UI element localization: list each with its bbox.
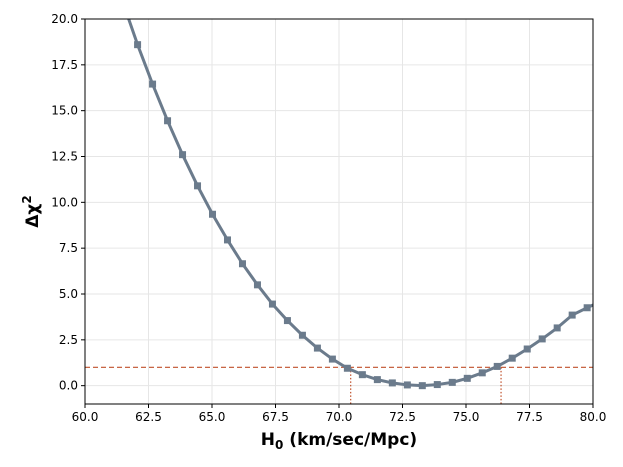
data-point	[433, 381, 441, 389]
series-layer	[127, 19, 593, 390]
y-axis-title: Δχ2	[20, 195, 43, 227]
data-point	[343, 364, 351, 372]
y-tick-label: 15.0	[51, 104, 78, 118]
data-point	[553, 324, 561, 332]
data-point	[508, 354, 516, 362]
x-tick-label: 67.5	[262, 410, 289, 424]
data-point	[583, 304, 591, 312]
data-point	[523, 345, 531, 353]
x-tick-label: 60.0	[72, 410, 99, 424]
y-axis-title-sup: 2	[20, 195, 34, 203]
data-point	[298, 331, 306, 339]
data-point	[268, 300, 276, 308]
y-tick-label: 0.0	[59, 379, 78, 393]
x-axis-title-sub: 0	[275, 438, 283, 452]
x-tick-label: 77.5	[516, 410, 543, 424]
data-point	[209, 210, 217, 218]
data-point	[418, 382, 426, 390]
y-tick-label: 20.0	[51, 12, 78, 26]
data-point	[388, 379, 396, 387]
data-point	[238, 260, 246, 268]
data-point	[493, 362, 501, 370]
x-tick-label: 62.5	[135, 410, 162, 424]
data-point	[403, 381, 411, 389]
grid	[85, 19, 593, 404]
data-point	[478, 369, 486, 377]
data-point	[463, 374, 471, 382]
data-point	[179, 151, 187, 159]
data-point	[134, 41, 142, 49]
data-point	[313, 344, 321, 352]
x-axis-title-main: H	[261, 430, 275, 450]
data-point	[568, 311, 576, 319]
x-tick-label: 70.0	[326, 410, 353, 424]
data-point	[328, 355, 336, 363]
y-tick-label: 2.5	[59, 333, 78, 347]
y-tick-label: 10.0	[51, 195, 78, 209]
y-tick-label: 7.5	[59, 241, 78, 255]
data-point	[373, 376, 381, 384]
y-tick-label: 5.0	[59, 287, 78, 301]
x-tick-label: 75.0	[453, 410, 480, 424]
x-tick-label: 65.0	[199, 410, 226, 424]
data-point	[283, 317, 291, 325]
y-tick-label: 17.5	[51, 58, 78, 72]
data-point	[253, 281, 261, 289]
data-point	[194, 182, 202, 190]
data-point	[358, 371, 366, 379]
data-point	[149, 80, 157, 88]
y-axis-title-main: Δχ	[23, 204, 43, 228]
y-axis-ticks: 0.0 2.5 5.0 7.5 10.0 12.5 15.0 17.5 20.0	[51, 12, 85, 393]
reference-lines	[85, 366, 593, 404]
x-axis-title: H0 (km/sec/Mpc)	[261, 430, 417, 452]
x-axis-ticks: 60.0 62.5 65.0 67.5 70.0 72.5 75.0 77.5 80.0	[72, 404, 607, 424]
x-axis-title-rest: (km/sec/Mpc)	[283, 430, 417, 450]
data-point	[164, 117, 172, 125]
data-point	[448, 378, 456, 386]
x-tick-label: 72.5	[389, 410, 416, 424]
data-point	[538, 335, 546, 343]
data-point	[223, 236, 231, 244]
y-tick-label: 12.5	[51, 150, 78, 164]
x-tick-label: 80.0	[580, 410, 607, 424]
